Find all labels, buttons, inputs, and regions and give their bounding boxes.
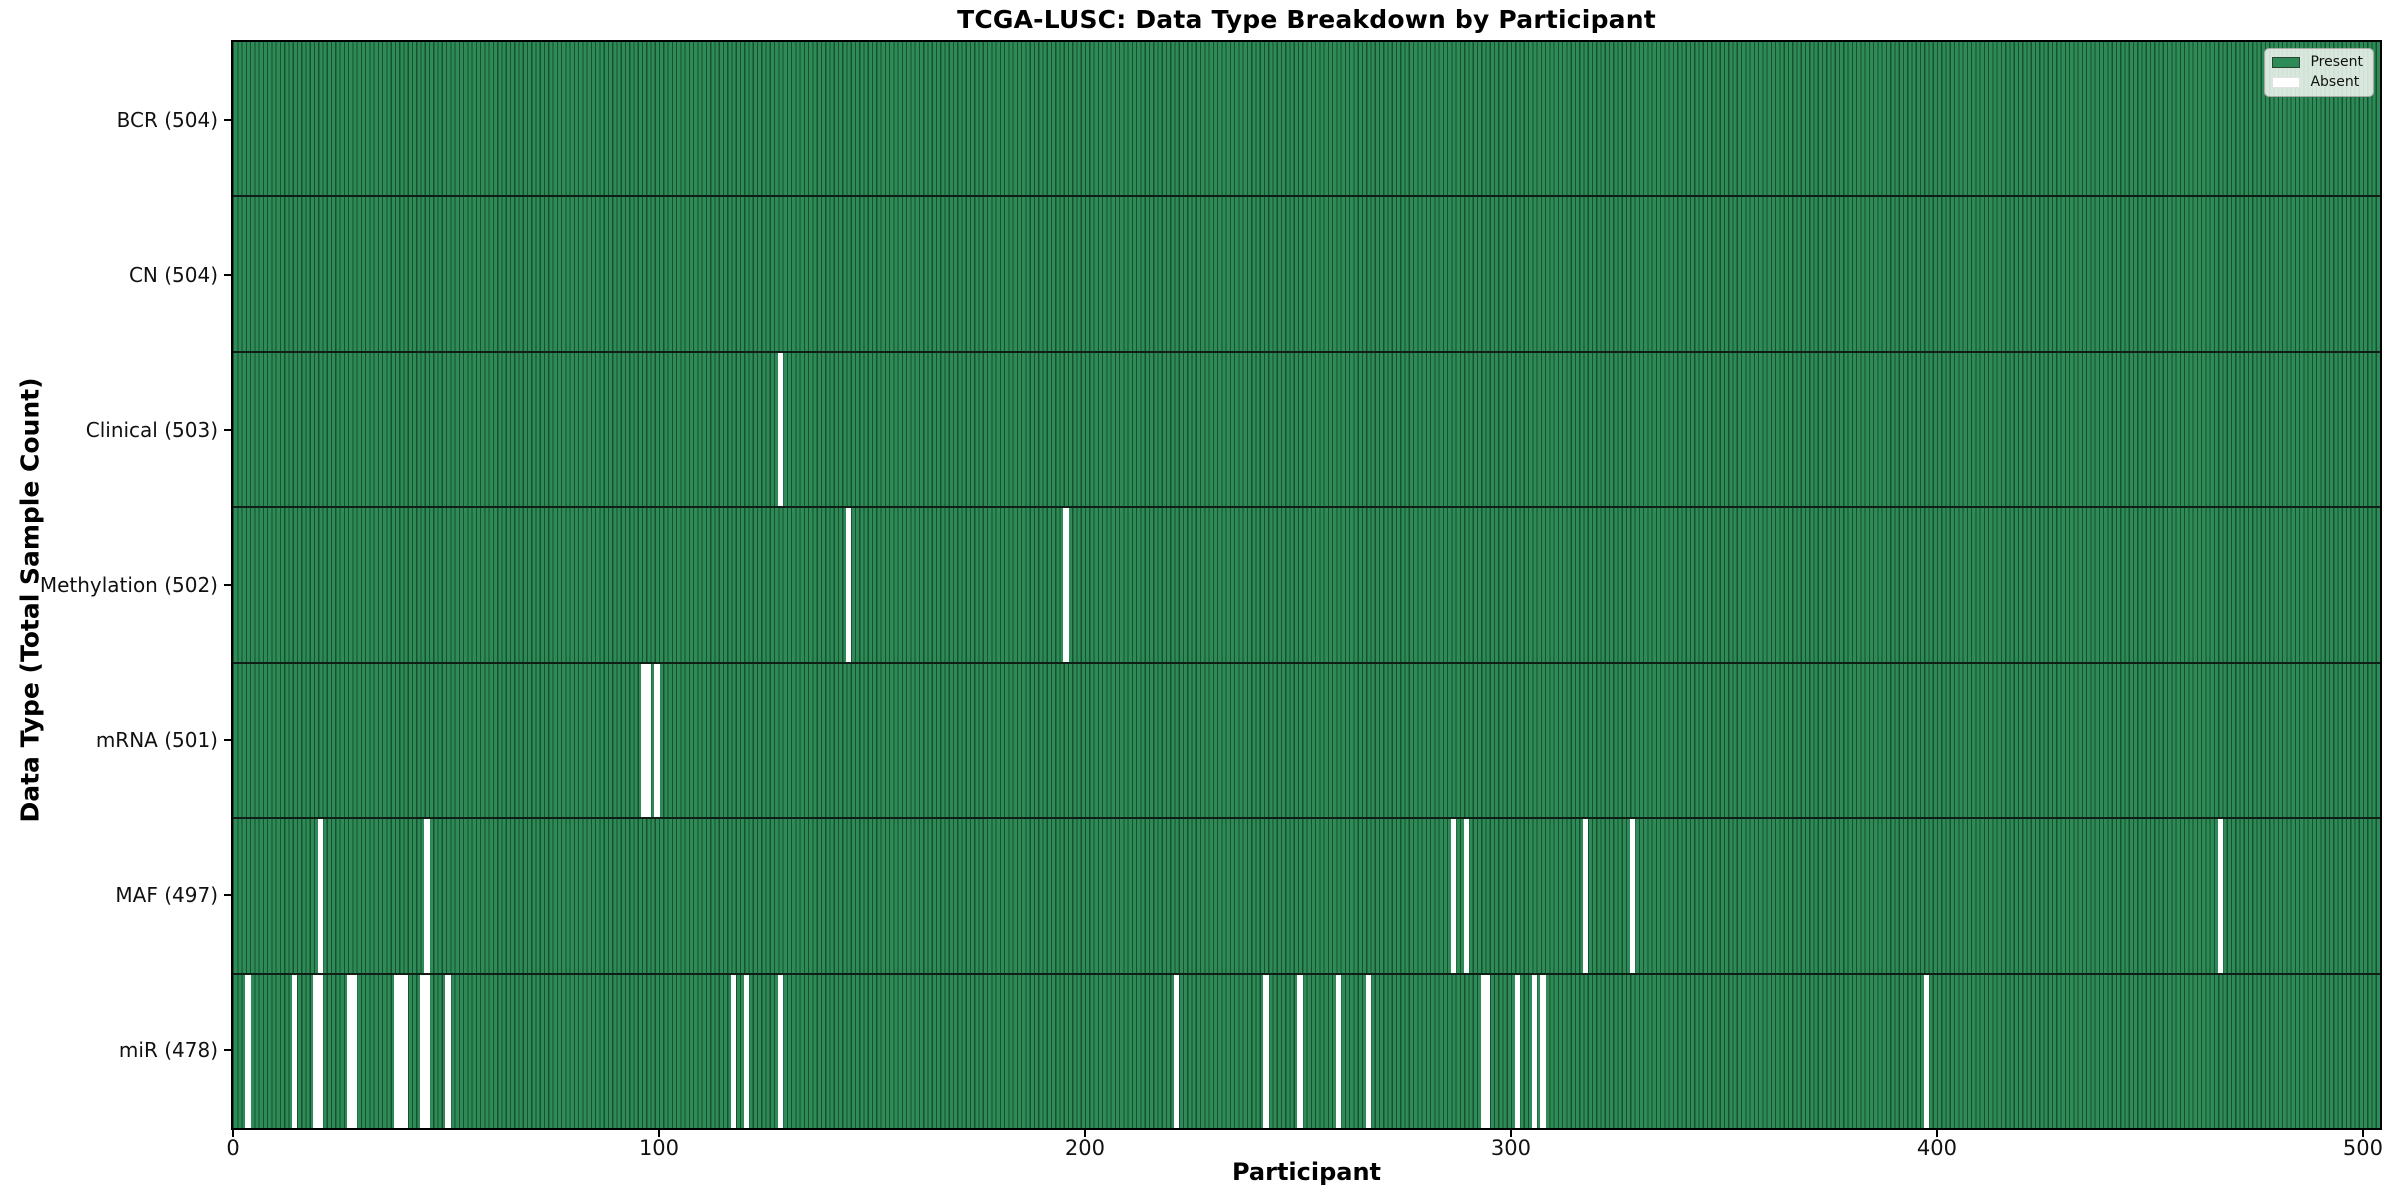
legend-entry-absent: Absent [2272, 75, 2363, 90]
absent-mark [845, 508, 852, 662]
y-tick-mark [224, 894, 233, 897]
absent-mark [1463, 819, 1469, 973]
x-tick-mark [232, 1128, 234, 1137]
x-tick-mark [1083, 1128, 1086, 1137]
absent-mark [398, 974, 404, 1128]
y-axis-title: Data Type (Total Sample Count) [15, 377, 45, 823]
legend-present-label: Present [2310, 54, 2363, 70]
absent-mark [1335, 974, 1342, 1128]
absent-mark [1063, 508, 1069, 662]
y-tick-label-mrna: mRNA (501) [95, 728, 218, 753]
absent-mark [424, 819, 430, 973]
absent-mark [1531, 974, 1538, 1128]
y-tick-label-mir: miR (478) [118, 1038, 218, 1063]
absent-mark [654, 663, 660, 818]
absent-mark [1450, 819, 1457, 973]
plot-area: Present Absent [233, 42, 2380, 1128]
absent-mark [419, 974, 426, 1128]
absent-mark [313, 974, 319, 1128]
y-tick-label-clinical: Clinical (503) [85, 417, 218, 442]
row-mir [233, 972, 2380, 1128]
x-tick-mark [2361, 1128, 2364, 1137]
row-methylation [233, 506, 2380, 662]
y-tick-mark [224, 428, 233, 431]
absent-mark [1173, 974, 1180, 1128]
legend: Present Absent [2264, 48, 2374, 97]
y-tick-label-methylation: Methylation (502) [39, 573, 218, 597]
legend-absent-swatch [2272, 77, 2301, 88]
absent-mark [1923, 974, 1930, 1128]
y-tick-label-cn: CN (504) [128, 262, 218, 287]
rows-container [233, 42, 2380, 1128]
absent-mark [1582, 819, 1589, 973]
y-tick-mark [224, 1049, 233, 1052]
absent-mark [1263, 974, 1269, 1128]
x-tick-mark [1509, 1128, 1512, 1137]
absent-mark [1484, 974, 1491, 1128]
absent-mark [743, 974, 750, 1128]
x-axis-title: Participant [1231, 1158, 1382, 1186]
row-cn [233, 195, 2380, 350]
y-tick-mark [224, 118, 233, 121]
y-tick-mark [224, 273, 233, 276]
absent-mark [402, 974, 409, 1128]
absent-mark [1297, 974, 1303, 1128]
absent-mark [1629, 819, 1636, 973]
absent-mark [1514, 974, 1521, 1128]
absent-mark [351, 974, 358, 1128]
y-tick-label-bcr: BCR (504) [116, 107, 218, 132]
y-tick-mark [224, 584, 233, 586]
row-clinical [233, 350, 2380, 507]
y-tick-mark [224, 739, 233, 742]
row-mrna [233, 661, 2380, 818]
x-tick-label-400: 400 [1916, 1136, 1957, 1160]
legend-present-swatch [2272, 57, 2301, 68]
x-tick-label-0: 0 [226, 1136, 240, 1160]
x-tick-label-500: 500 [2342, 1136, 2383, 1160]
absent-mark [317, 974, 324, 1128]
absent-mark [424, 974, 430, 1128]
absent-mark [1540, 974, 1546, 1128]
x-tick-label-300: 300 [1490, 1136, 1532, 1160]
legend-entry-present: Present [2272, 55, 2363, 70]
absent-mark [1480, 974, 1486, 1128]
absent-mark [292, 974, 298, 1128]
absent-mark [347, 974, 353, 1128]
absent-mark [394, 974, 400, 1128]
row-bcr [233, 42, 2380, 195]
legend-absent-label: Absent [2310, 74, 2360, 90]
row-maf [233, 817, 2380, 973]
absent-mark [645, 663, 652, 818]
absent-mark [777, 974, 784, 1128]
chart-title: TCGA-LUSC: Data Type Breakdown by Partic… [957, 5, 1656, 34]
absent-mark [730, 974, 737, 1128]
absent-mark [2217, 819, 2223, 973]
y-tick-label-maf: MAF (497) [115, 883, 218, 908]
x-tick-mark [657, 1128, 660, 1137]
x-tick-label-100: 100 [638, 1136, 680, 1160]
absent-mark [245, 974, 251, 1128]
x-tick-mark [1935, 1128, 1938, 1137]
absent-mark [777, 352, 784, 507]
absent-mark [1365, 974, 1371, 1128]
absent-mark [641, 663, 647, 818]
x-tick-label-200: 200 [1064, 1136, 1106, 1160]
absent-mark [317, 819, 324, 973]
absent-mark [445, 974, 451, 1128]
